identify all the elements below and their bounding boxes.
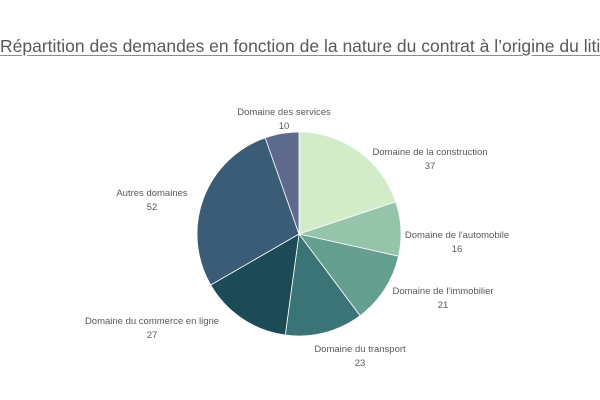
chart-title: Répartition des demandes en fonction de … <box>0 36 600 56</box>
slice-value-6: 10 <box>279 121 290 132</box>
pie-labels: Domaine de la construction 37 Domaine de l… <box>85 107 509 369</box>
slice-value-2: 21 <box>438 300 449 311</box>
pie-slice-2[interactable] <box>298 233 400 317</box>
pie-slices <box>196 131 402 337</box>
slice-value-0: 37 <box>425 161 436 172</box>
slice-label-2: Domaine de l'immobilier <box>392 286 493 297</box>
slice-value-1: 16 <box>452 244 463 255</box>
slice-value-4: 27 <box>147 330 158 341</box>
pie-slice-5[interactable] <box>196 137 300 286</box>
pie-slice-6[interactable] <box>264 131 300 235</box>
slice-label-6: Domaine des services <box>237 107 331 118</box>
slice-label-1: Domaine de l'automobile <box>405 230 509 241</box>
pie-slice-0[interactable] <box>298 131 397 235</box>
slice-value-5: 52 <box>147 202 158 213</box>
slice-value-3: 23 <box>355 358 366 369</box>
pie-slice-4[interactable] <box>210 233 300 336</box>
pie-slice-3[interactable] <box>284 232 361 337</box>
slice-label-0: Domaine de la construction <box>372 147 487 158</box>
slice-label-4: Domaine du commerce en ligne <box>85 316 219 327</box>
slice-label-5: Autres domaines <box>116 188 188 199</box>
slice-label-3: Domaine du transport <box>314 344 406 355</box>
